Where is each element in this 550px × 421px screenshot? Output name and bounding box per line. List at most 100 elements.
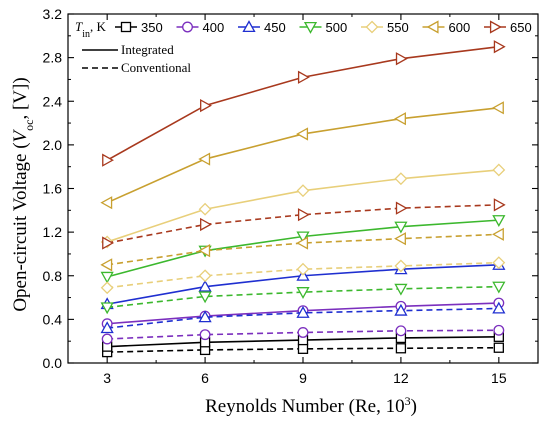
series-650-conventional-point	[493, 198, 506, 212]
legend-marker-400	[182, 21, 193, 33]
y-axis-title-italic: V	[10, 128, 31, 142]
x-axis-title: Reynolds Number (Re, 103)	[205, 394, 417, 417]
y-tick-label: 2.0	[43, 137, 63, 153]
legend-title-italic: T	[75, 19, 83, 34]
series-650-conventional-point	[200, 217, 212, 232]
x-axis-title-sup: 3	[405, 394, 411, 408]
series-550-integrated-point	[394, 172, 408, 186]
data-marks	[100, 40, 506, 358]
legend-style-label-conventional: Conventional	[121, 60, 191, 75]
series-500-integrated-point	[100, 271, 114, 284]
series-400-conventional-point	[199, 329, 211, 341]
series-550-conventional-point	[492, 256, 506, 270]
series-650	[102, 40, 506, 250]
series-500-conventional-line	[107, 285, 499, 309]
legend-label-600: 600	[449, 20, 471, 35]
x-tick-label: 15	[491, 370, 507, 386]
series-500-integrated-point	[394, 221, 408, 234]
legend: Tin, K 350 400 450 500 550 600 650 Integrated Con…	[75, 19, 532, 75]
series-650-conventional-point	[395, 201, 408, 215]
legend-label-400: 400	[203, 20, 225, 35]
y-axis-title-main: Open-circuit Voltage (	[10, 142, 31, 311]
series-650-integrated-point	[297, 70, 310, 84]
x-tick-label: 12	[393, 370, 409, 386]
y-axis-title-end: , [V])	[10, 77, 31, 119]
legend-marker-450	[242, 20, 256, 33]
series-600-integrated-point	[394, 112, 406, 126]
series-650-conventional-point	[297, 208, 310, 222]
legend-title-end: , K	[90, 19, 107, 34]
series-500-conventional-point	[100, 302, 114, 315]
series-600-integrated-point	[491, 101, 504, 115]
legend-label-500: 500	[326, 20, 348, 35]
legend-marker-500	[303, 21, 318, 34]
series-650-integrated-point	[395, 52, 408, 66]
y-tick-label: 0.8	[43, 268, 63, 284]
legend-label-650: 650	[510, 20, 532, 35]
series-500-conventional-point	[492, 281, 506, 294]
series-550-integrated-point	[198, 202, 212, 216]
series-600	[100, 101, 504, 272]
x-axis-title-end: )	[411, 396, 417, 417]
y-axis-title-sub: oc	[22, 120, 36, 131]
series-450-conventional-point	[100, 321, 114, 334]
y-tick-label: 1.6	[43, 181, 63, 197]
series-600-integrated-point	[100, 196, 113, 210]
y-tick-label: 3.2	[43, 6, 63, 22]
series-600-conventional-point	[100, 258, 113, 272]
series-450-conventional-line	[107, 307, 499, 329]
series-600-integrated-point	[296, 127, 309, 141]
y-tick-label: 1.2	[43, 224, 63, 240]
series-450-conventional-point	[296, 305, 310, 318]
series-450-conventional-point	[492, 301, 506, 314]
series-600-conventional-point	[198, 244, 211, 258]
series-350-conventional-point	[297, 343, 309, 354]
legend-label-550: 550	[387, 20, 409, 35]
series-450	[100, 258, 506, 334]
legend-marker-550	[365, 20, 379, 34]
x-tick-label: 9	[299, 370, 307, 386]
legend-marker-350	[120, 21, 132, 33]
series-650-integrated-point	[102, 153, 115, 167]
series-600-conventional-point	[296, 236, 309, 250]
series-400-conventional-point	[297, 327, 309, 338]
series-550-conventional-point	[296, 262, 310, 276]
axes: 3 6 9 12 15 0.0 0.4 0.8 1.2 1.6 2.0 2.4 2.8 3.2	[43, 6, 538, 386]
legend-title: Tin, K	[75, 19, 107, 40]
series-550-conventional-point	[394, 259, 408, 273]
y-tick-label: 0.4	[43, 311, 63, 327]
series-450-conventional-point	[198, 310, 212, 323]
series-500-conventional-point	[394, 283, 408, 296]
legend-marker-600	[426, 20, 439, 34]
series-650-integrated-point	[200, 99, 212, 113]
x-tick-label: 6	[201, 370, 209, 386]
series-550	[100, 163, 506, 295]
series-500-integrated-point	[492, 215, 506, 227]
series-450-integrated-point	[198, 279, 212, 292]
series-500	[100, 215, 506, 315]
series-600-integrated-point	[198, 152, 211, 166]
series-550-integrated-point	[296, 184, 310, 198]
series-400-conventional-point	[493, 324, 505, 336]
x-axis-title-main: Reynolds Number (Re, 10	[205, 396, 404, 417]
series-600-conventional-line	[107, 233, 499, 266]
x-tick-label: 3	[103, 370, 111, 386]
series-600-conventional-point	[394, 232, 406, 246]
series-550-conventional-line	[107, 261, 499, 289]
series-550-integrated-point	[492, 163, 506, 177]
series-650-integrated-point	[493, 40, 506, 54]
legend-label-450: 450	[264, 20, 286, 35]
y-tick-label: 2.8	[43, 50, 63, 66]
series-550-conventional-point	[198, 269, 212, 283]
legend-marker-650	[489, 20, 502, 34]
y-tick-label: 2.4	[43, 93, 63, 109]
series-550-conventional-point	[100, 281, 114, 295]
series-650-conventional-point	[102, 236, 115, 250]
series-500-conventional-point	[296, 287, 310, 299]
y-axis-title: Open-circuit Voltage (Voc, [V])	[10, 77, 36, 311]
series-600-conventional-point	[491, 227, 504, 241]
legend-style-label-integrated: Integrated	[121, 42, 174, 57]
series-500-integrated-point	[296, 231, 310, 244]
series-500-conventional-point	[198, 291, 212, 304]
series-350-conventional-point	[493, 342, 504, 353]
